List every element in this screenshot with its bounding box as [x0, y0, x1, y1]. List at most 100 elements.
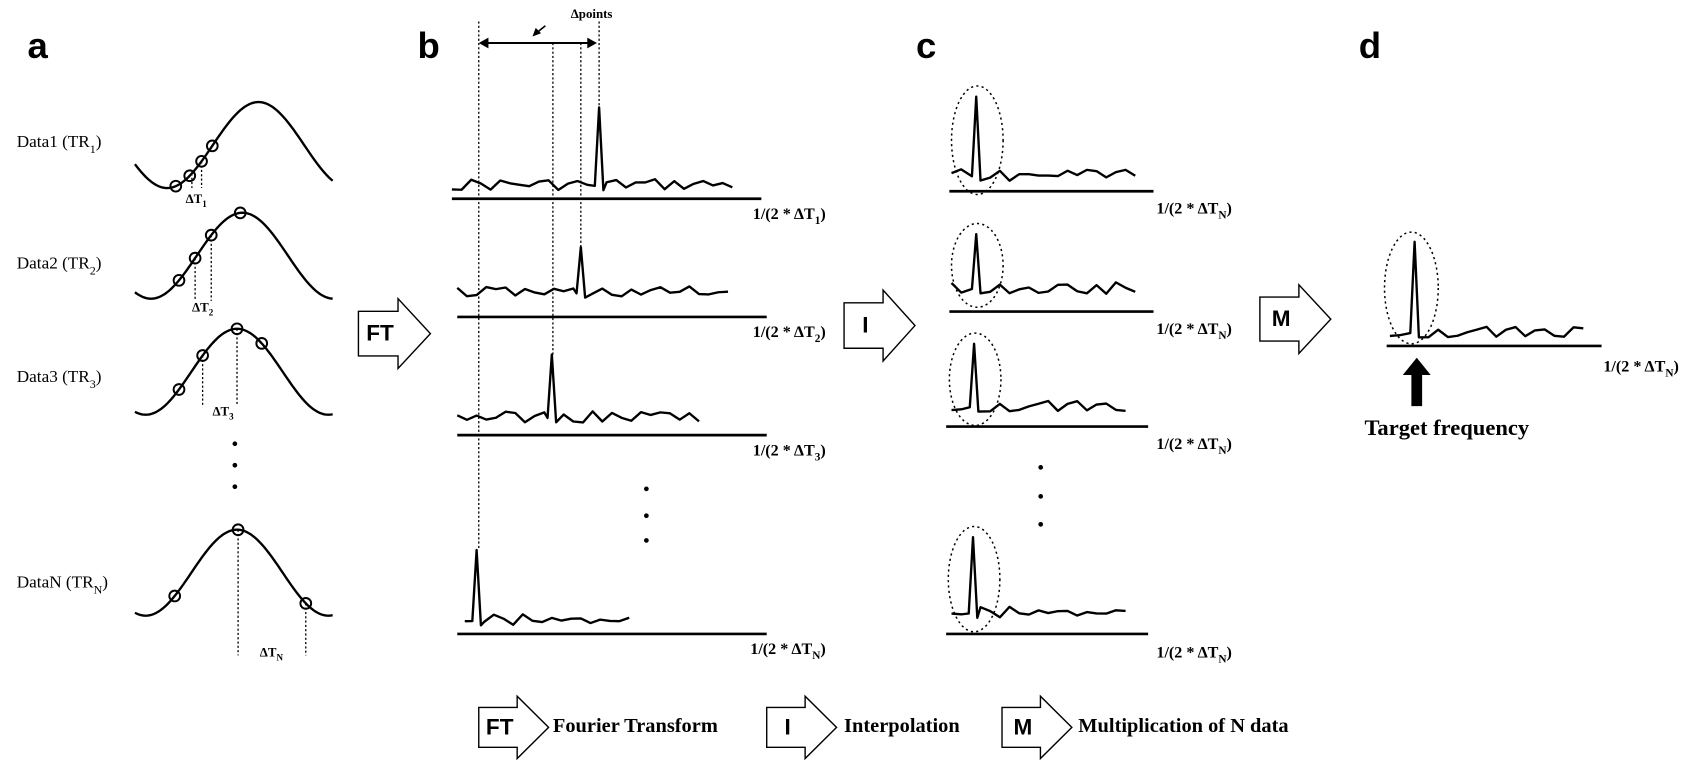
- block-arrow: [357, 296, 432, 371]
- target-label: Target frequency: [1364, 415, 1529, 440]
- block-arrow: [1001, 694, 1073, 761]
- delta-label: ΔT1: [186, 192, 208, 209]
- sample-point: [183, 169, 197, 183]
- axis-label-main: 1/(2 * ΔT: [753, 324, 815, 341]
- axis-label: 1/(2 * ΔT2): [753, 324, 826, 345]
- spectrum: [950, 233, 1136, 295]
- axis-label-tail: ): [820, 324, 825, 341]
- delta-label-sub: 3: [229, 412, 234, 422]
- arrow-label: I: [862, 313, 868, 338]
- axis-label-main: 1/(2 * ΔT: [753, 206, 815, 223]
- data-label: DataN (TRN): [17, 572, 108, 596]
- sample-point: [168, 589, 182, 603]
- delta-points: Δpoints: [571, 7, 613, 21]
- panel-letter: d: [1359, 25, 1381, 66]
- axis-label-tail: ): [820, 641, 825, 658]
- block-arrow: [478, 694, 550, 761]
- axis-label-sub: N: [812, 650, 820, 662]
- sample-point: [196, 349, 209, 362]
- sample-point: [169, 179, 183, 193]
- delta-label: ΔT3: [212, 405, 234, 422]
- axis-label-sub: N: [1218, 444, 1226, 456]
- axis-label-main: 1/(2 * ΔT: [1156, 436, 1218, 453]
- sample-point: [255, 337, 269, 350]
- delta-label: ΔT2: [192, 300, 214, 317]
- axis-label-main: 1/(2 * ΔT: [753, 442, 815, 459]
- data-label: Data1 (TR1): [17, 132, 102, 156]
- block-arrow: [1259, 282, 1332, 356]
- axis-label-tail: ): [1227, 321, 1232, 338]
- axis-label-sub: 2: [815, 333, 821, 345]
- wave: [134, 211, 333, 300]
- data-label-tail: ): [96, 367, 102, 386]
- data-label-tail: ): [102, 572, 108, 591]
- delta-label-sub: 1: [202, 199, 207, 209]
- axis-label: 1/(2 * ΔTN): [1156, 644, 1232, 665]
- delta-label: ΔTN: [260, 645, 284, 662]
- wave: [134, 327, 333, 416]
- axis-label-tail: ): [1674, 358, 1679, 375]
- delta-label-main: ΔT: [186, 192, 203, 206]
- data-label-tail: ): [96, 132, 102, 151]
- data-label-main: Data2 (TR: [17, 253, 91, 272]
- data-label-main: Data3 (TR: [17, 367, 91, 386]
- spectrum: [456, 353, 700, 424]
- axis-label: 1/(2 * ΔT3): [753, 442, 826, 463]
- sample-point: [299, 597, 313, 610]
- axis-label: 1/(2 * ΔTN): [1156, 321, 1232, 342]
- axis-label: 1/(2 * ΔTN): [750, 641, 826, 662]
- spectrum: [951, 342, 1126, 413]
- spectrum: [456, 245, 729, 299]
- arrow-label: FT: [486, 714, 514, 739]
- delta-label-main: ΔT: [260, 645, 277, 659]
- axis-label: 1/(2 * ΔTN): [1156, 436, 1232, 457]
- data-label-main: Data1 (TR: [17, 132, 91, 151]
- arrow-label: I: [785, 714, 791, 739]
- highlight: [950, 85, 1004, 196]
- legend-text: Fourier Transform: [553, 715, 718, 737]
- block-arrow: [843, 288, 916, 363]
- axis-label-tail: ): [820, 442, 825, 459]
- legend-text: Interpolation: [844, 715, 960, 737]
- sample-point: [188, 251, 202, 265]
- delta-label-main: ΔT: [212, 405, 229, 419]
- axis-label-tail: ): [1227, 200, 1232, 217]
- spectrum: [451, 106, 733, 192]
- arrow-label: M: [1014, 714, 1033, 739]
- spectrum: [951, 95, 1136, 182]
- axis-label-sub: 1: [815, 214, 821, 226]
- axis-label-tail: ): [1227, 644, 1232, 661]
- spectrum: [1389, 240, 1584, 339]
- data-label-sub: 2: [90, 263, 96, 277]
- axis-label: 1/(2 * ΔTN): [1156, 200, 1232, 221]
- axis-label: 1/(2 * ΔTN): [1603, 358, 1679, 379]
- sample-point: [230, 322, 244, 336]
- sample-point: [204, 228, 218, 242]
- axis-label-sub: N: [1218, 209, 1226, 221]
- axis-label-main: 1/(2 * ΔT: [1156, 200, 1218, 217]
- axis-label-sub: N: [1218, 653, 1226, 665]
- highlight: [948, 332, 1002, 427]
- axis-label-main: 1/(2 * ΔT: [750, 641, 812, 658]
- axis-label-main: 1/(2 * ΔT: [1156, 644, 1218, 661]
- spectrum: [464, 548, 630, 627]
- panel-letter: c: [916, 25, 936, 66]
- arrow-label: FT: [366, 321, 394, 346]
- highlight: [950, 222, 1004, 309]
- axis-label: 1/(2 * ΔT1): [753, 206, 826, 227]
- delta-label-sub: 2: [209, 307, 214, 317]
- highlight: [1383, 231, 1439, 345]
- sample-point: [231, 523, 245, 537]
- axis-label-tail: ): [1227, 436, 1232, 453]
- sample-point: [172, 273, 186, 287]
- arrow-head: [532, 27, 542, 37]
- data-label-tail: ): [96, 253, 102, 272]
- delta-label-main: ΔT: [192, 300, 209, 314]
- data-label: Data3 (TR3): [17, 367, 102, 391]
- sample-point: [205, 139, 219, 153]
- panel-letter: a: [28, 25, 49, 66]
- data-label-sub: 3: [90, 377, 96, 391]
- axis-label-sub: N: [1218, 329, 1226, 341]
- sample-point: [195, 154, 208, 168]
